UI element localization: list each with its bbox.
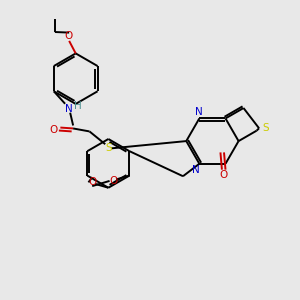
Text: O: O (88, 177, 96, 188)
Text: N: N (195, 107, 202, 118)
Text: S: S (262, 123, 269, 133)
Text: N: N (65, 103, 73, 113)
Text: O: O (49, 125, 57, 135)
Text: O: O (109, 176, 117, 186)
Text: O: O (220, 170, 228, 180)
Text: O: O (64, 31, 73, 41)
Text: N: N (192, 165, 200, 175)
Text: S: S (105, 143, 112, 153)
Text: H: H (74, 100, 82, 111)
